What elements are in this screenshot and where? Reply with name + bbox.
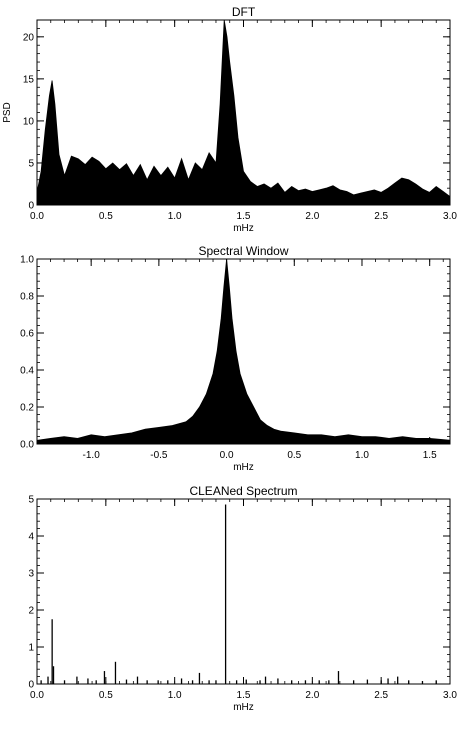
y-tick-label: 2 xyxy=(28,606,34,617)
x-tick-label: 2.5 xyxy=(374,690,388,701)
x-tick-label: 0.5 xyxy=(99,211,113,222)
x-tick-label: 1.0 xyxy=(355,450,369,461)
y-tick-label: 20 xyxy=(23,32,35,43)
x-axis-label: mHz xyxy=(233,462,254,473)
chart-panel-2: -1.0 -0.5 0.0 0.5 1.0 1.5 0.0 0.2 0.4 0.6 0.8 1.0 Sp… xyxy=(20,244,450,473)
y-tick-label: 0 xyxy=(28,680,34,691)
x-tick-label: 2.5 xyxy=(374,211,388,222)
y-tick-label: 1 xyxy=(28,643,34,654)
chart-title: CLEANed Spectrum xyxy=(189,484,297,498)
x-tick-label: 2.0 xyxy=(305,211,319,222)
y-tick-label: 15 xyxy=(23,74,35,85)
x-tick-label: 0.0 xyxy=(30,690,44,701)
y-tick-label: 0.2 xyxy=(20,403,34,414)
x-tick-label: 2.0 xyxy=(305,690,319,701)
spectrum-area xyxy=(37,259,450,444)
x-axis-label: mHz xyxy=(233,702,254,713)
y-tick-label: 0.8 xyxy=(20,292,34,303)
x-tick-label: 3.0 xyxy=(443,690,457,701)
y-tick-label: 0.0 xyxy=(20,440,34,451)
plot-frame xyxy=(37,499,450,684)
y-tick-label: 1.0 xyxy=(20,255,34,266)
x-tick-label: 1.5 xyxy=(237,211,251,222)
x-tick-label: 0.5 xyxy=(99,690,113,701)
chart-title: Spectral Window xyxy=(198,244,288,258)
chart-panel-1: 0.0 0.5 1.0 1.5 2.0 2.5 3.0 0 5 10 15 20 DFT mHz PSD xyxy=(2,5,457,234)
x-tick-label: 0.0 xyxy=(220,450,234,461)
x-tick-label: 0.0 xyxy=(30,211,44,222)
y-tick-label: 5 xyxy=(28,495,34,506)
x-tick-label: 0.5 xyxy=(287,450,301,461)
y-tick-label: 3 xyxy=(28,569,34,580)
x-axis-label: mHz xyxy=(233,223,254,234)
y-tick-label: 0.6 xyxy=(20,329,34,340)
y-tick-label: 0 xyxy=(28,201,34,212)
y-tick-label: 4 xyxy=(28,532,34,543)
y-tick-label: 10 xyxy=(23,116,35,127)
chart-panel-3: 0.0 0.5 1.0 1.5 2.0 2.5 3.0 0 1 2 3 4 5 CLEANed Spect… xyxy=(28,484,457,713)
x-tick-label: 1.0 xyxy=(168,690,182,701)
spectrum-area xyxy=(37,20,450,205)
x-tick-label: 1.5 xyxy=(237,690,251,701)
x-tick-label: 1.5 xyxy=(423,450,437,461)
y-tick-label: 5 xyxy=(28,158,34,169)
x-tick-label: 3.0 xyxy=(443,211,457,222)
x-tick-label: -1.0 xyxy=(83,450,101,461)
y-axis-label: PSD xyxy=(2,102,13,123)
x-tick-label: -0.5 xyxy=(150,450,168,461)
x-tick-label: 1.0 xyxy=(168,211,182,222)
y-tick-label: 0.4 xyxy=(20,366,34,377)
chart-title: DFT xyxy=(232,5,256,19)
